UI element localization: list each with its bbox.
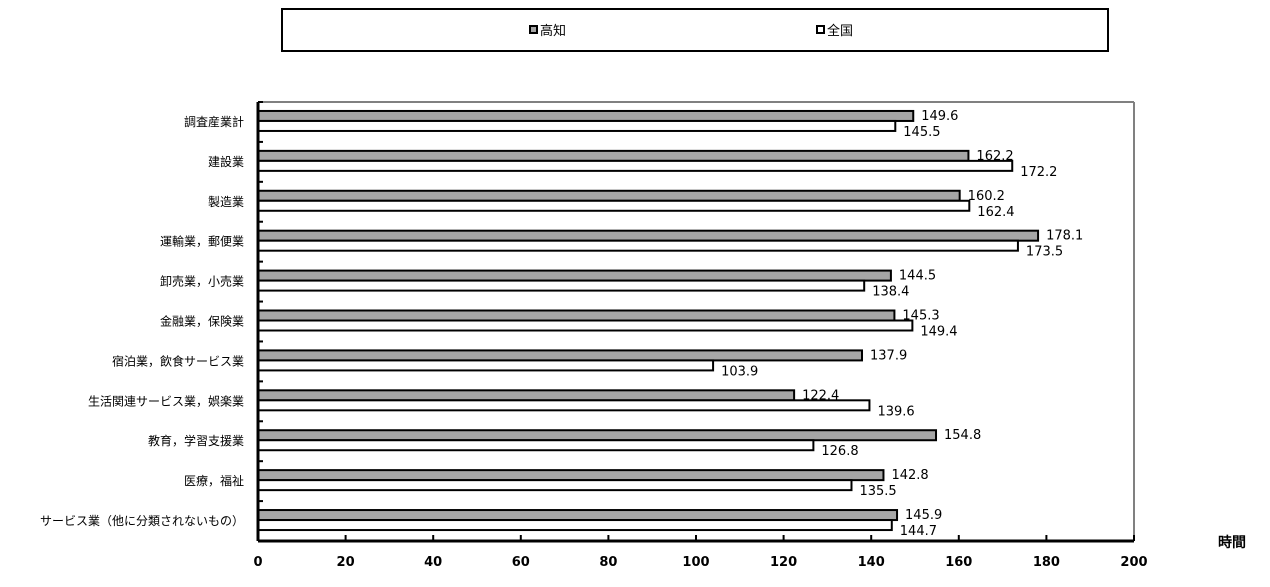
value-label-kochi-11: 145.9 <box>905 508 942 523</box>
bar-national-4 <box>257 239 1019 252</box>
x-tick-label-160: 160 <box>945 555 972 570</box>
bar-kochi-3 <box>257 189 961 202</box>
x-tick-label-40: 40 <box>424 555 442 570</box>
x-tick-label-120: 120 <box>770 555 797 570</box>
legend-label-2: 全国 <box>827 23 853 39</box>
value-label-national-4: 173.5 <box>1026 245 1063 260</box>
bar-kochi-5 <box>257 269 892 282</box>
bar-kochi-1 <box>257 109 915 122</box>
legend-swatch-1 <box>529 25 538 34</box>
bar-kochi-9 <box>257 429 938 442</box>
category-label-11: サービス業（他に分類されないもの） <box>40 514 244 528</box>
value-label-kochi-7: 137.9 <box>870 348 907 363</box>
value-label-kochi-3: 160.2 <box>968 189 1005 204</box>
category-label-1: 調査産業計 <box>184 114 244 129</box>
category-label-5: 卸売業，小売業 <box>160 274 244 289</box>
category-label-10: 医療，福祉 <box>184 473 244 488</box>
x-tick-label-60: 60 <box>512 555 530 570</box>
value-label-national-8: 139.6 <box>877 404 914 419</box>
value-label-kochi-2: 162.2 <box>976 149 1013 164</box>
bar-national-10 <box>257 479 853 492</box>
category-label-8: 生活関連サービス業，娯楽業 <box>88 394 244 408</box>
value-label-national-2: 172.2 <box>1020 165 1057 180</box>
x-axis-unit-label: 時間 <box>1218 534 1246 551</box>
value-label-national-1: 145.5 <box>903 125 940 140</box>
x-tick-label-200: 200 <box>1120 555 1147 570</box>
value-label-kochi-4: 178.1 <box>1046 229 1083 244</box>
legend-label-1: 高知 <box>540 23 566 39</box>
value-label-national-6: 149.4 <box>920 325 957 340</box>
bar-kochi-6 <box>257 309 896 322</box>
category-label-2: 建設業 <box>208 154 244 169</box>
legend-swatch-2 <box>816 25 825 34</box>
x-tick-label-0: 0 <box>253 555 262 570</box>
bar-kochi-2 <box>257 149 970 162</box>
value-label-kochi-8: 122.4 <box>802 388 839 403</box>
bar-national-6 <box>257 319 914 332</box>
x-tick-label-80: 80 <box>599 555 617 570</box>
bar-kochi-11 <box>257 509 899 522</box>
value-label-kochi-9: 154.8 <box>944 428 981 443</box>
x-tick-label-140: 140 <box>858 555 885 570</box>
x-tick-label-180: 180 <box>1033 555 1060 570</box>
bar-national-3 <box>257 199 971 212</box>
bar-national-7 <box>257 359 715 372</box>
bar-kochi-4 <box>257 229 1040 242</box>
bar-national-11 <box>257 519 893 532</box>
bar-kochi-10 <box>257 469 885 482</box>
value-label-national-7: 103.9 <box>721 364 758 379</box>
category-label-4: 運輸業，郵便業 <box>160 234 244 249</box>
bar-national-8 <box>257 399 871 412</box>
value-label-national-9: 126.8 <box>821 444 858 459</box>
value-label-national-3: 162.4 <box>977 205 1014 220</box>
bar-national-2 <box>257 159 1014 172</box>
bar-national-5 <box>257 279 866 292</box>
bar-national-9 <box>257 439 815 452</box>
category-label-7: 宿泊業，飲食サービス業 <box>112 353 244 368</box>
value-label-national-11: 144.7 <box>900 524 937 539</box>
bar-kochi-7 <box>257 349 864 362</box>
category-label-3: 製造業 <box>208 195 244 209</box>
category-label-9: 教育，学習支援業 <box>148 433 244 448</box>
value-label-national-5: 138.4 <box>872 285 909 300</box>
value-label-kochi-1: 149.6 <box>921 109 958 124</box>
legend-box <box>281 8 1109 52</box>
bar-kochi-8 <box>257 389 796 402</box>
value-label-national-10: 135.5 <box>859 484 896 499</box>
value-label-kochi-10: 142.8 <box>891 468 928 483</box>
bar-national-1 <box>257 119 897 132</box>
x-tick-label-20: 20 <box>337 555 355 570</box>
value-label-kochi-5: 144.5 <box>899 269 936 284</box>
x-tick-label-100: 100 <box>682 555 709 570</box>
category-label-6: 金融業，保険業 <box>160 314 244 329</box>
value-label-kochi-6: 145.3 <box>902 309 939 324</box>
